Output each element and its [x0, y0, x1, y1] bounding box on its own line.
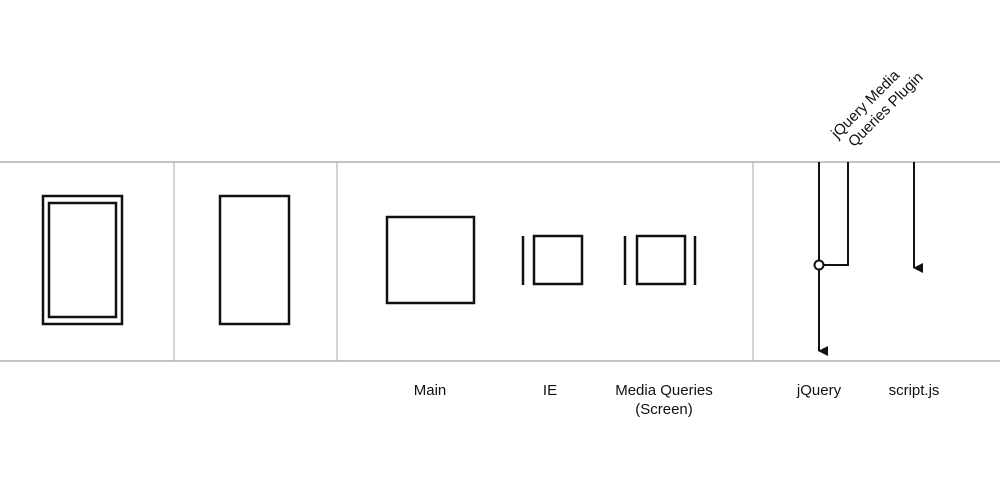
- single-rect-icon: [218, 194, 291, 326]
- ie-stylesheet-icon: [521, 234, 584, 286]
- label-main: Main: [413, 382, 447, 399]
- plugin-connector: [824, 162, 849, 266]
- jquery-flow: [813, 162, 849, 356]
- main-stylesheet-icon: [385, 215, 476, 305]
- label-media-queries-line2: (Screen): [635, 401, 693, 418]
- media-queries-stylesheet-icon: [623, 234, 697, 286]
- double-rect-icon: [41, 194, 124, 326]
- plugin-join-node: [813, 259, 825, 271]
- label-media-queries-line1: Media Queries: [615, 382, 713, 399]
- label-jquery: jQuery: [796, 382, 842, 399]
- label-media-queries: Media Queries (Screen): [598, 381, 730, 419]
- label-ie: IE: [542, 382, 558, 399]
- label-script-js: script.js: [888, 382, 940, 399]
